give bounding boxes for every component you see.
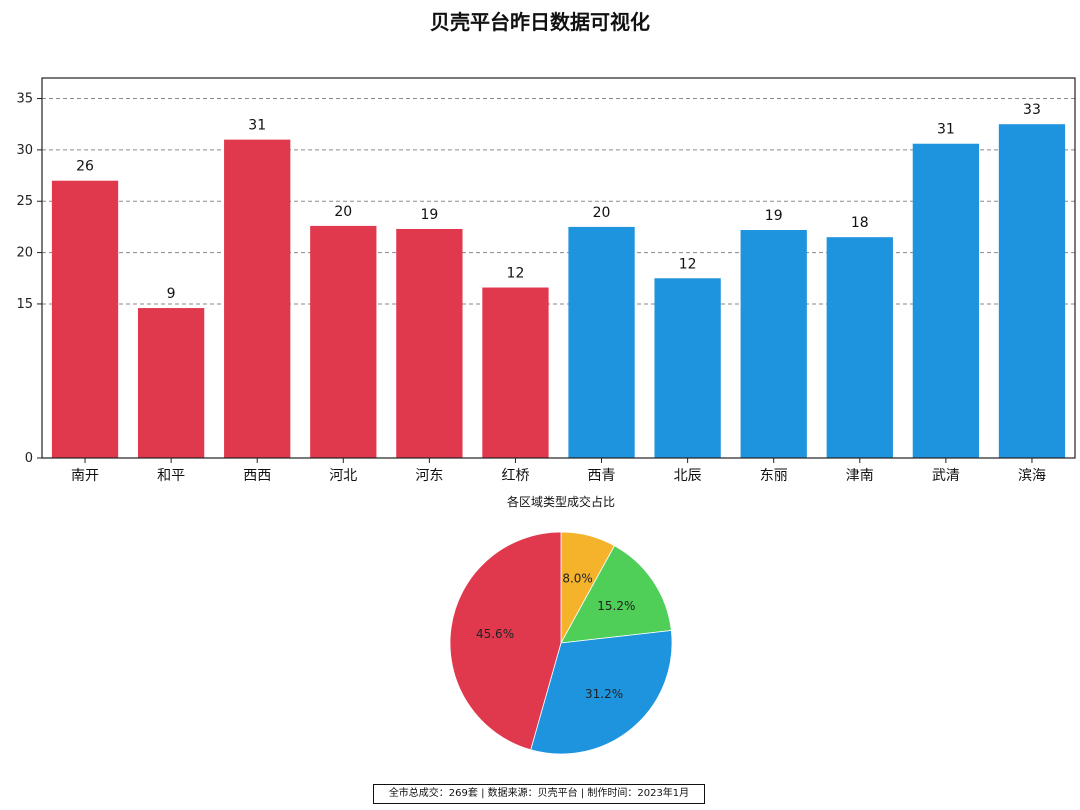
- bar-value-label: 26: [76, 159, 94, 175]
- x-tick-label: 河北: [329, 468, 357, 484]
- bar-value-label: 33: [1023, 102, 1041, 118]
- y-tick-label: 20: [16, 246, 33, 261]
- pie-slice: [449, 531, 562, 751]
- pie-slice-label: 31.2%: [585, 687, 623, 701]
- pie-slice-label: 8.0%: [562, 571, 593, 585]
- y-tick-label: 30: [16, 143, 33, 158]
- x-tick-label: 红桥: [501, 468, 529, 484]
- y-tick-label: 15: [16, 297, 33, 312]
- bar: [396, 228, 463, 458]
- bar-value-label: 19: [765, 208, 783, 224]
- x-tick-label: 西青: [588, 468, 616, 484]
- y-tick-label: 35: [16, 92, 33, 107]
- y-tick-label: 25: [16, 194, 33, 209]
- pie-slice-label: 15.2%: [597, 599, 635, 613]
- bar: [826, 237, 893, 458]
- bar-value-label: 20: [593, 205, 611, 221]
- x-tick-label: 北辰: [674, 468, 702, 484]
- bar-value-label: 20: [334, 204, 352, 220]
- bar-value-label: 12: [679, 256, 697, 272]
- pie-slice-label: 45.6%: [476, 627, 514, 641]
- bar-value-label: 12: [507, 266, 525, 282]
- x-tick-label: 和平: [157, 468, 185, 484]
- pie-slice: [560, 531, 616, 644]
- pie-slice: [530, 630, 673, 755]
- bar: [51, 180, 119, 458]
- page-title: 贝壳平台昨日数据可视化: [430, 10, 650, 34]
- bar: [740, 230, 807, 458]
- x-tick-label: 南开: [71, 468, 99, 484]
- bar-value-label: 31: [937, 122, 955, 138]
- plot-frame: [41, 77, 1076, 459]
- bar-value-label: 9: [167, 286, 176, 302]
- bar: [654, 278, 721, 458]
- x-tick-label: 津南: [846, 468, 874, 484]
- x-tick-label: 西西: [243, 468, 271, 484]
- bar: [998, 124, 1066, 458]
- y-tick-label: 0: [25, 451, 33, 466]
- x-tick-label: 东丽: [760, 468, 788, 484]
- bar: [224, 139, 291, 458]
- bar: [310, 225, 377, 458]
- x-tick-label: 武清: [932, 468, 960, 484]
- bar-value-label: 31: [248, 118, 266, 134]
- bar: [568, 226, 635, 458]
- bar: [482, 287, 549, 458]
- bar-value-label: 18: [851, 215, 869, 231]
- x-tick-label: 滨海: [1018, 468, 1046, 484]
- x-tick-label: 河东: [415, 468, 443, 484]
- pie-slice: [560, 545, 672, 644]
- bar-chart: 0 15 20 25 30 35 26 南开 9 和平 31 西西 20 河北 19 河东 12 红桥 20 西青 12…: [16, 77, 1076, 484]
- bar-value-label: 19: [420, 207, 438, 223]
- footer-info: 全市总成交：269套 | 数据来源：贝壳平台 | 制作时间：2023年1月: [373, 784, 705, 804]
- bar: [137, 308, 205, 458]
- bar: [912, 143, 980, 458]
